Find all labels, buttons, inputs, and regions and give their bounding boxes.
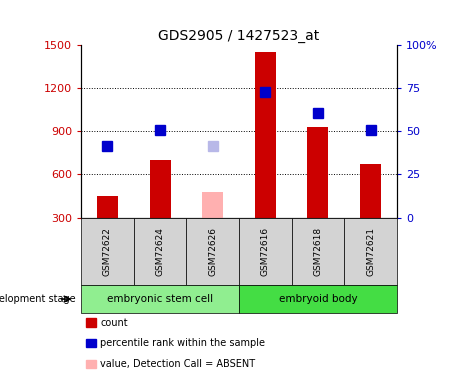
Text: count: count (100, 318, 128, 327)
Text: GSM72618: GSM72618 (313, 226, 322, 276)
Bar (360, 164, 381, 218)
Text: development stage: development stage (0, 294, 75, 304)
Bar (202, 192, 223, 217)
Text: GSM72622: GSM72622 (103, 227, 112, 276)
Text: GSM72624: GSM72624 (156, 227, 165, 276)
Bar (150, 160, 170, 218)
Bar (97, 196, 118, 217)
Text: percentile rank within the sample: percentile rank within the sample (100, 338, 265, 348)
Title: GDS2905 / 1427523_at: GDS2905 / 1427523_at (158, 28, 320, 43)
Text: GSM72626: GSM72626 (208, 227, 217, 276)
Text: GSM72621: GSM72621 (366, 227, 375, 276)
Text: value, Detection Call = ABSENT: value, Detection Call = ABSENT (100, 359, 255, 369)
Text: embryoid body: embryoid body (279, 294, 357, 304)
Bar (308, 127, 328, 218)
Text: GSM72616: GSM72616 (261, 226, 270, 276)
Text: embryonic stem cell: embryonic stem cell (107, 294, 213, 304)
Bar (255, 52, 276, 217)
